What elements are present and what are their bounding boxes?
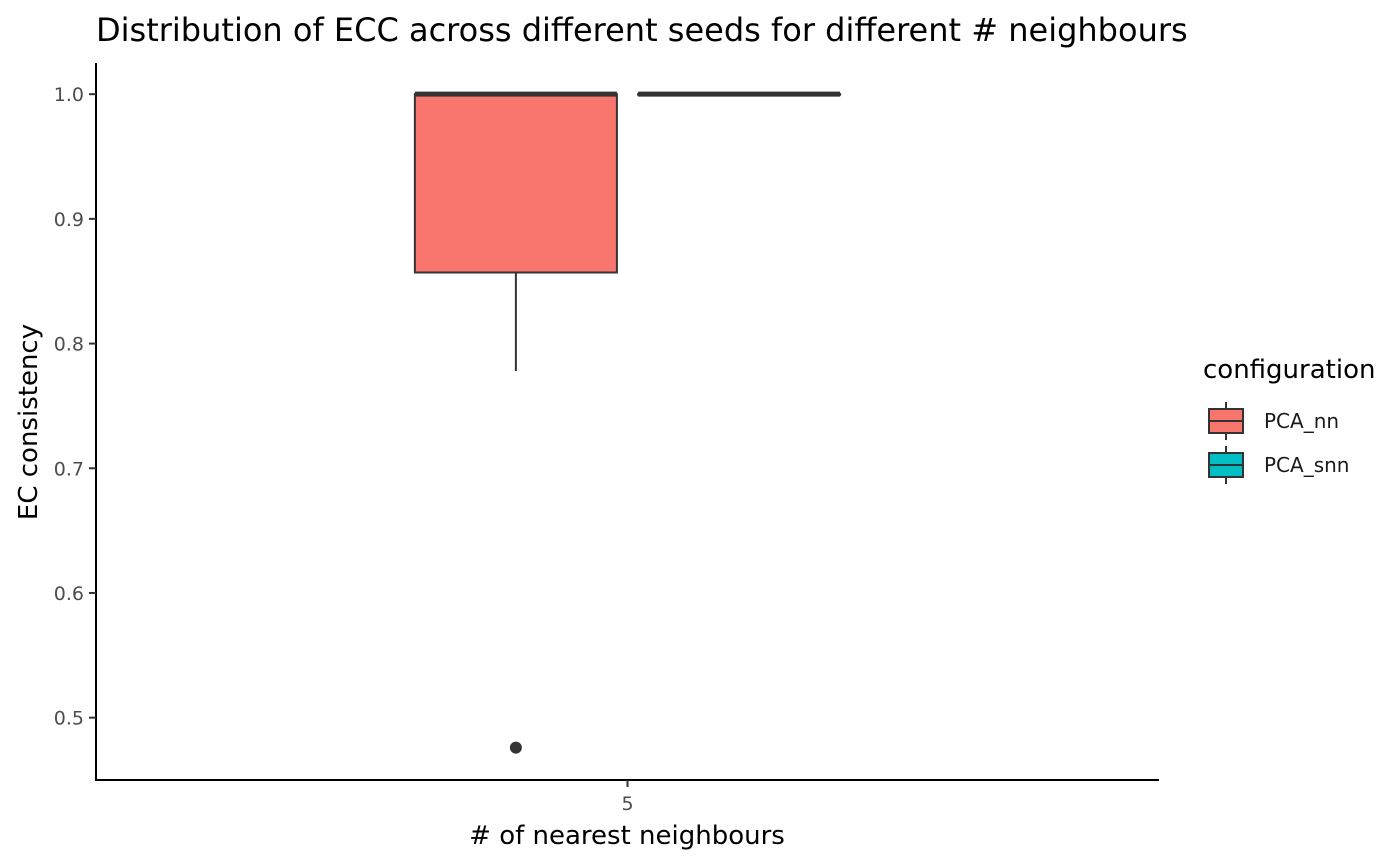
legend-label: PCA_nn — [1264, 409, 1339, 433]
chart-title: Distribution of ECC across different see… — [96, 11, 1188, 49]
x-axis-title: # of nearest neighbours — [469, 821, 785, 851]
legend-item-PCA_snn: PCA_snn — [1208, 446, 1349, 484]
box-body — [413, 93, 618, 274]
y-tick-label: 0.9 — [54, 209, 84, 231]
y-axis-title: EC consistency — [14, 324, 44, 520]
legend-items: PCA_nn PCA_snn — [1208, 402, 1349, 484]
y-tick-label: 0.7 — [54, 458, 84, 480]
y-ticks: 0.5 0.6 0.7 0.8 0.9 1.0 — [54, 84, 96, 730]
y-tick-label: 0.6 — [54, 583, 84, 605]
box-PCA_snn — [637, 91, 842, 97]
x-ticks: 5 — [621, 780, 634, 815]
y-tick-label: 0.5 — [54, 708, 84, 730]
y-tick-label: 1.0 — [54, 84, 84, 106]
legend-title: configuration — [1203, 355, 1375, 385]
legend-label: PCA_snn — [1264, 453, 1349, 477]
outlier-point — [509, 741, 522, 754]
x-tick-label: 5 — [621, 793, 633, 815]
box-PCA_nn — [413, 91, 618, 754]
legend: configuration PCA_nn PCA_snn — [1203, 355, 1375, 484]
legend-item-PCA_nn: PCA_nn — [1208, 402, 1339, 440]
y-tick-label: 0.8 — [54, 334, 84, 356]
plot-area — [413, 91, 842, 754]
